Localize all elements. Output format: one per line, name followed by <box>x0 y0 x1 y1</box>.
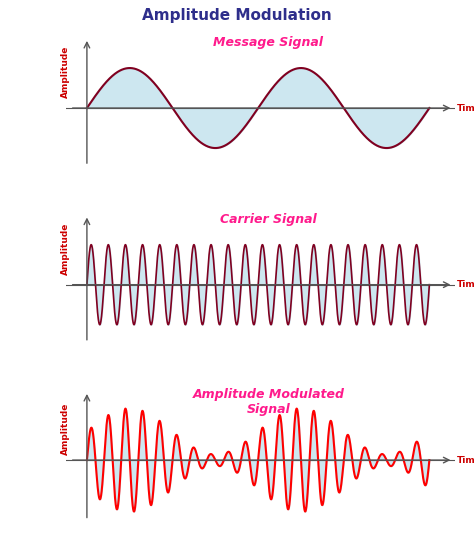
Text: Time: Time <box>457 456 474 465</box>
Text: Time: Time <box>457 280 474 289</box>
Text: Message Signal: Message Signal <box>213 36 323 49</box>
Text: Amplitude Modulation: Amplitude Modulation <box>142 8 332 23</box>
Text: Carrier Signal: Carrier Signal <box>220 213 317 226</box>
Text: Amplitude: Amplitude <box>61 223 70 275</box>
Text: Amplitude: Amplitude <box>61 46 70 98</box>
Text: Time: Time <box>457 104 474 113</box>
Text: Amplitude Modulated
Signal: Amplitude Modulated Signal <box>192 388 345 416</box>
Text: Amplitude: Amplitude <box>61 402 70 454</box>
